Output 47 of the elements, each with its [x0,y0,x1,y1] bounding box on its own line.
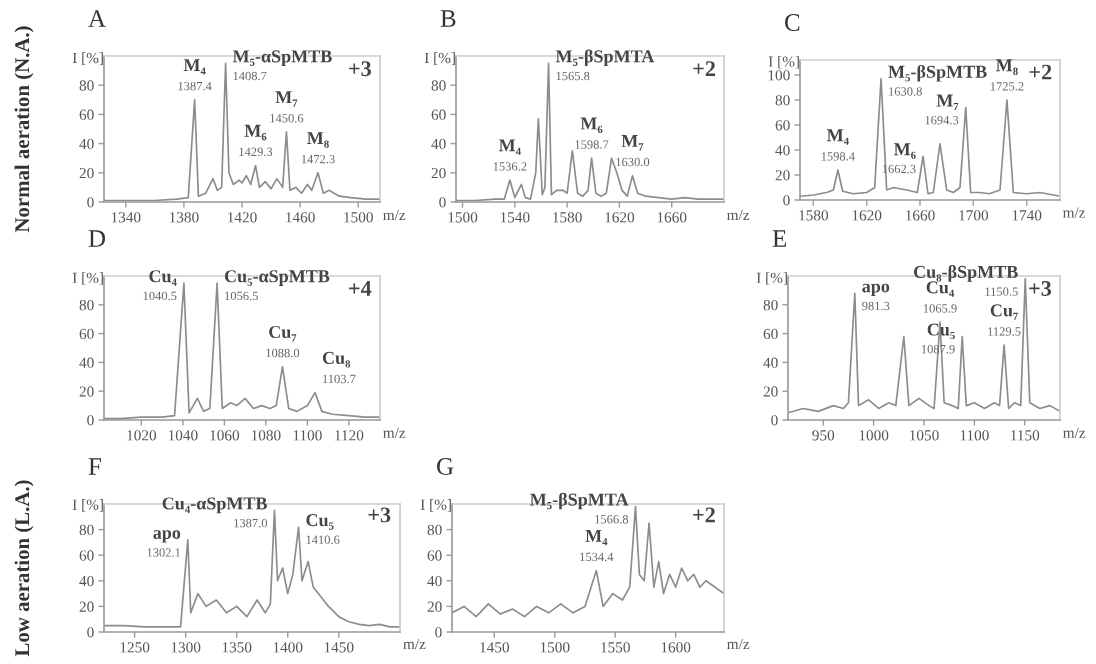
line-series [456,62,724,202]
annotation: Cu₄ [926,281,955,297]
annotation: M₇ [621,135,644,151]
annotation: Cu₅-αSpMTB [224,270,330,286]
annotation: M₇ [936,94,959,110]
chart-title: A [88,10,106,27]
annotation: Cu₈ [322,351,351,368]
annotation: M₈ [307,132,329,148]
line-series [104,282,380,420]
annotation: +2 [693,61,715,76]
annotation: +3 [1029,281,1052,296]
text: Normal aeration (N.A.) [14,26,34,233]
annotation: Cu₈-βSpMTB [913,265,1018,282]
annotation: M₈ [996,59,1018,75]
annotation: M₇ [275,91,298,107]
annotation: +4 [349,281,372,296]
annotation: apo [153,530,181,543]
annotation: M₄ [498,139,521,155]
annotation: M₅-βSpMTA [555,49,655,67]
annotation: M₄ [183,59,206,75]
annotation: apo [862,283,890,297]
annotation: Cu₄ [149,270,177,286]
annotation: M₆ [244,124,267,141]
chart-title: D [88,230,106,247]
annotation: M₅-αSpMTB [232,50,332,67]
line-series [104,62,380,202]
line-series [788,278,1060,414]
chart-title: F [88,458,101,475]
annotation: +2 [693,507,715,523]
chart-title: C [785,14,800,31]
annotation: Cu₅ [306,514,334,530]
annotation: M₆ [580,117,603,134]
annotation: M₅-βSpMTA [530,492,629,510]
annotation: Cu₇ [269,325,297,342]
annotation: +3 [349,61,371,77]
chart-title: G [437,458,454,475]
text: Low aeration (L.A.) [14,480,34,657]
annotation: M₄ [826,129,849,145]
chart-title: E [772,230,787,247]
annotation: M₅-βSpMTB [888,64,987,82]
annotation: +3 [368,507,391,523]
annotation: +2 [1029,64,1052,80]
annotation: Cu₇ [990,304,1018,320]
annotation: Cu₄-αSpMTB [162,497,268,514]
annotation: M₄ [585,529,608,546]
annotation: M₆ [893,143,916,159]
chart-title: B [440,10,456,27]
